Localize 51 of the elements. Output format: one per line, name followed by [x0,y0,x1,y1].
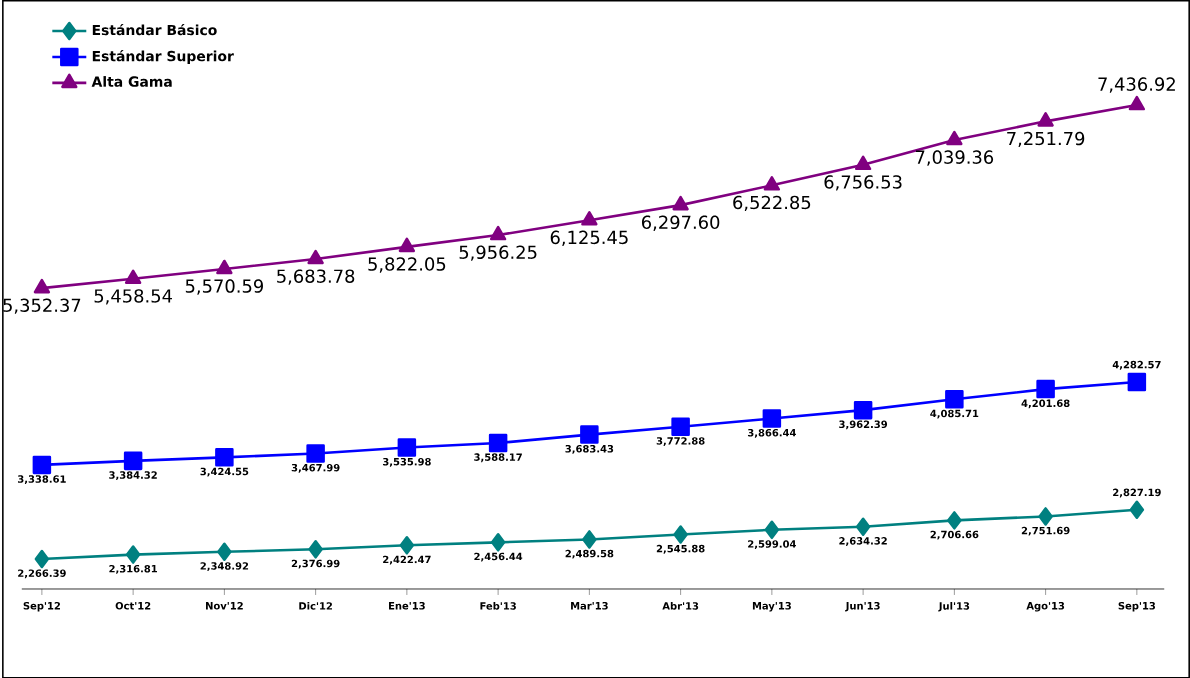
data-label: 7,436.92 [1098,77,1175,93]
point [853,400,873,420]
point [1128,95,1146,111]
point [762,408,782,428]
data-label: 6,125.45 [550,230,628,246]
point [34,549,50,568]
data-label: 5,822.05 [368,256,446,273]
point [672,195,689,211]
point [582,529,597,549]
point [215,447,234,467]
point [125,545,141,564]
data-label: 7,039.36 [915,150,994,166]
point [581,210,598,226]
point [307,249,324,264]
point [32,455,52,474]
point [397,437,417,457]
point [490,532,506,552]
data-label: 5,956.25 [459,245,537,261]
point [216,259,233,274]
data-label: 6,756.53 [824,174,902,191]
point [124,269,142,284]
data-label: 6,522.85 [733,195,811,211]
point [488,433,508,452]
point [308,539,323,559]
point [399,535,415,555]
point [854,155,872,170]
data-label: 5,458.54 [94,288,172,305]
point [1129,500,1145,519]
data-label: 7,251.79 [1007,131,1085,147]
point [671,417,690,436]
point [217,542,232,561]
point [33,278,51,294]
point [1036,379,1055,399]
data-label: 5,683.78 [277,269,355,285]
point [946,130,963,145]
data-label: 6,297.60 [641,215,720,231]
point [673,524,688,544]
point [398,237,416,252]
point [947,510,962,530]
point [306,443,325,463]
point [763,175,781,191]
point [764,520,780,539]
point [489,225,507,241]
point [1127,372,1147,391]
point [1037,111,1054,127]
data-label: 5,570.59 [185,279,263,295]
point [1038,506,1053,526]
point [123,451,143,470]
point [580,425,599,444]
point [855,517,871,536]
point [945,389,964,409]
